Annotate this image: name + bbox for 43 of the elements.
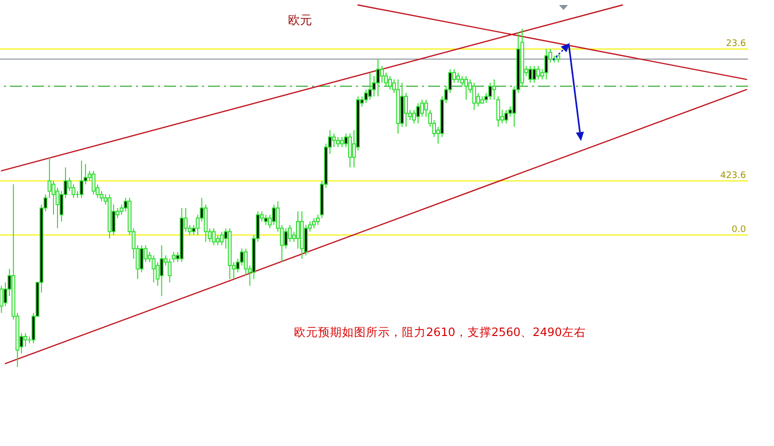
candlestick bbox=[348, 133, 352, 168]
annotation: 欧元预期如图所示，阻力2610，支撑2560、2490左右 bbox=[294, 325, 586, 339]
candlestick bbox=[160, 244, 164, 296]
candlestick bbox=[388, 76, 392, 90]
annotation: 0.0 bbox=[732, 225, 746, 236]
candlestick bbox=[456, 72, 460, 84]
candlestick bbox=[152, 254, 156, 283]
candlestick bbox=[460, 76, 464, 87]
candlestick bbox=[532, 65, 536, 84]
candlestick bbox=[140, 244, 144, 273]
candlestick bbox=[376, 58, 380, 97]
candlestick bbox=[492, 78, 496, 100]
candlestick bbox=[272, 204, 276, 226]
candlestick bbox=[464, 76, 468, 100]
candlestick bbox=[340, 136, 344, 148]
candlestick bbox=[472, 82, 476, 110]
candlestick bbox=[336, 136, 340, 148]
candlestick bbox=[488, 82, 492, 100]
candlestick bbox=[416, 102, 420, 124]
candlestick bbox=[332, 133, 336, 148]
candlestick bbox=[216, 234, 220, 246]
candlestick bbox=[284, 228, 288, 250]
annotation: 23.6 bbox=[726, 38, 746, 49]
chart-title: 欧元 bbox=[288, 13, 312, 27]
candlestick bbox=[380, 65, 384, 84]
candlestick bbox=[496, 96, 500, 128]
candlestick bbox=[504, 109, 508, 124]
candlestick bbox=[80, 160, 84, 198]
candlestick bbox=[296, 210, 300, 250]
candlestick bbox=[312, 218, 316, 229]
candlestick bbox=[264, 214, 268, 226]
candlestick bbox=[404, 92, 408, 128]
annotation: 423.6 bbox=[720, 170, 746, 181]
candlestick bbox=[212, 228, 216, 246]
candlestick bbox=[368, 72, 372, 100]
candlestick bbox=[220, 231, 224, 246]
candlestick bbox=[92, 170, 96, 195]
candlestick bbox=[528, 65, 532, 84]
candlestick bbox=[544, 48, 548, 80]
candlestick bbox=[204, 204, 208, 242]
candlestick bbox=[24, 332, 28, 348]
candlestick bbox=[536, 65, 540, 80]
candlestick bbox=[244, 248, 248, 276]
